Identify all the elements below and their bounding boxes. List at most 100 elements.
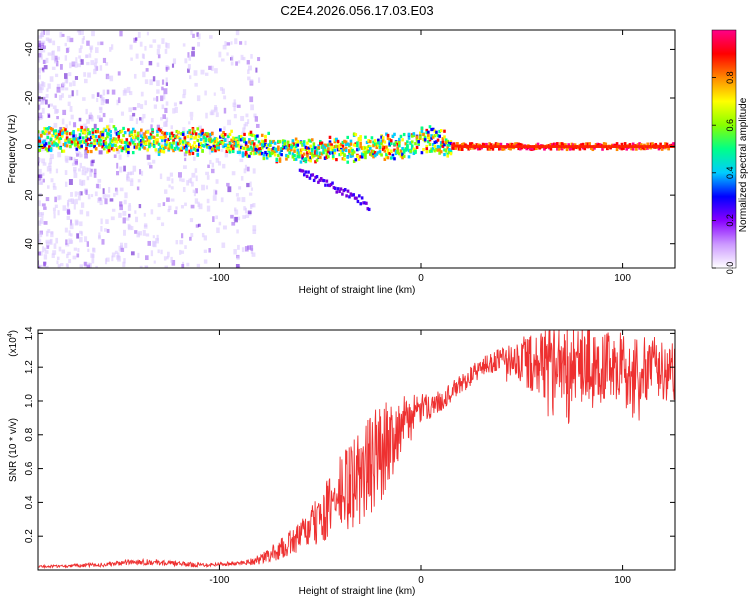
spectrogram-noise-cell: [156, 62, 160, 67]
spectrogram-band-cell: [125, 140, 129, 144]
spectrogram-noise-cell: [149, 44, 153, 48]
spectrogram-noise-cell: [244, 122, 249, 127]
spectrogram-band-cell: [248, 138, 251, 142]
spectrogram-band-cell: [299, 148, 303, 152]
spectrogram-noise-cell: [54, 196, 57, 203]
spectrogram-noise-cell: [68, 72, 72, 77]
spectrogram-noise-cell: [249, 96, 254, 103]
spectrogram-band-cell: [583, 147, 587, 151]
spectrogram-band-cell: [317, 146, 321, 150]
spectrogram-band-cell: [107, 128, 111, 132]
spectrogram-noise-cell: [170, 186, 174, 190]
spectrogram-marks: [38, 30, 675, 268]
spectrogram-noise-cell: [38, 53, 42, 58]
spectrogram-branch-cell: [321, 178, 324, 182]
spectrogram-peak-cell: [468, 145, 472, 148]
spectrogram-band-cell: [159, 135, 162, 140]
spectrogram-band-cell: [277, 139, 280, 144]
spectrogram-band-cell: [262, 156, 266, 161]
spectrogram-noise-cell: [144, 79, 149, 84]
spectrogram-peak-cell: [617, 145, 620, 148]
spectrogram-band-cell: [131, 135, 135, 140]
spectrogram-band-cell: [378, 151, 382, 156]
spectrogram-band-cell: [149, 136, 153, 140]
spectrogram-band-cell: [344, 146, 348, 150]
spectrogram-noise-cell: [174, 210, 178, 215]
spectrogram-band-cell: [162, 132, 166, 136]
spectrogram-noise-cell: [163, 94, 166, 100]
spectrogram-band-cell: [104, 137, 108, 141]
spectrogram-band-cell: [309, 156, 312, 160]
spectrogram-noise-cell: [186, 180, 190, 186]
spectrogram-noise-cell: [250, 245, 254, 251]
spectrogram-noise-cell: [205, 72, 209, 76]
spectrogram-noise-cell: [45, 30, 50, 36]
spectrogram-branch-cell: [355, 196, 358, 200]
spectrogram-peak-cell: [533, 145, 537, 148]
spectrogram-band-cell: [373, 154, 377, 158]
spectrogram-noise-cell: [86, 176, 90, 181]
spectrogram-band-cell: [401, 146, 404, 151]
spectrogram-band-cell: [278, 157, 282, 161]
spectrogram-band-cell: [375, 145, 379, 149]
spectrogram-band-cell: [214, 139, 217, 144]
spectrogram-noise-cell: [91, 254, 95, 258]
spectrogram-band-cell: [173, 146, 177, 151]
spectrogram-noise-cell: [124, 192, 128, 199]
spectrogram-band-cell: [169, 136, 172, 140]
spectrogram-band-cell: [415, 138, 419, 142]
spectrogram-band-cell: [249, 142, 253, 146]
spectrogram-band-cell: [77, 128, 80, 132]
spectrogram-band-cell: [370, 153, 374, 157]
spectrogram-branch-cell: [317, 180, 320, 184]
spectrogram-band-cell: [443, 152, 446, 157]
spectrogram-band-cell: [254, 137, 258, 141]
spectrogram-peak-cell: [562, 145, 566, 148]
spectrogram-noise-cell: [38, 212, 42, 218]
spectrogram-noise-cell: [211, 168, 215, 174]
spectrogram-band-cell: [356, 148, 359, 152]
spectrogram-noise-cell: [136, 186, 140, 191]
spectrogram-band-cell: [333, 138, 337, 142]
spectrogram-noise-cell: [82, 166, 86, 171]
spectrogram-band-cell: [285, 153, 288, 158]
spectrogram-band-cell: [110, 143, 114, 148]
spectrogram-branch-cell: [300, 169, 303, 173]
spectrogram-noise-cell: [58, 94, 63, 101]
spectrogram-band-cell: [407, 149, 411, 153]
spectrogram-noise-cell: [163, 256, 167, 261]
spectrogram-band-cell: [162, 146, 166, 151]
spectrogram-peak-cell: [573, 145, 577, 148]
spectrogram-noise-cell: [79, 264, 83, 268]
spectrogram-band-cell: [446, 146, 450, 150]
spectrogram-band-cell: [289, 147, 293, 151]
spectrogram-band-cell: [438, 134, 441, 138]
spectrogram-band-cell: [496, 142, 500, 146]
spectrogram-noise-cell: [49, 238, 53, 245]
spectrogram-band-cell: [289, 143, 293, 147]
spectrogram-band-cell: [362, 153, 366, 157]
spectrogram-noise-cell: [45, 197, 50, 202]
spectrogram-band-cell: [143, 135, 146, 139]
colorbar-bar: [711, 29, 737, 269]
spectrogram-noise-cell: [46, 245, 50, 249]
spectrogram-band-cell: [206, 145, 209, 149]
spectrogram-band-cell: [214, 137, 217, 141]
spectrogram-band-cell: [488, 142, 491, 146]
spectrogram-band-cell: [377, 143, 380, 148]
spectrogram-noise-cell: [73, 166, 77, 172]
spectrogram-noise-cell: [193, 156, 196, 161]
spectrogram-band-cell: [210, 147, 214, 151]
spectrogram-noise-cell: [115, 145, 119, 150]
spectrogram-noise-cell: [189, 218, 194, 223]
spectrogram-noise-cell: [45, 37, 50, 41]
spectrogram-band-cell: [406, 144, 409, 149]
spectrogram-band-cell: [241, 146, 245, 150]
spectrogram-noise-cell: [62, 205, 67, 211]
spectrogram-peak-cell: [614, 145, 617, 148]
spectrogram-noise-cell: [64, 73, 68, 79]
spectrogram-noise-cell: [224, 151, 229, 158]
spectrogram-noise-cell: [88, 53, 92, 58]
spectrogram-peak-cell: [473, 145, 477, 148]
spectrogram-band-cell: [77, 141, 80, 145]
